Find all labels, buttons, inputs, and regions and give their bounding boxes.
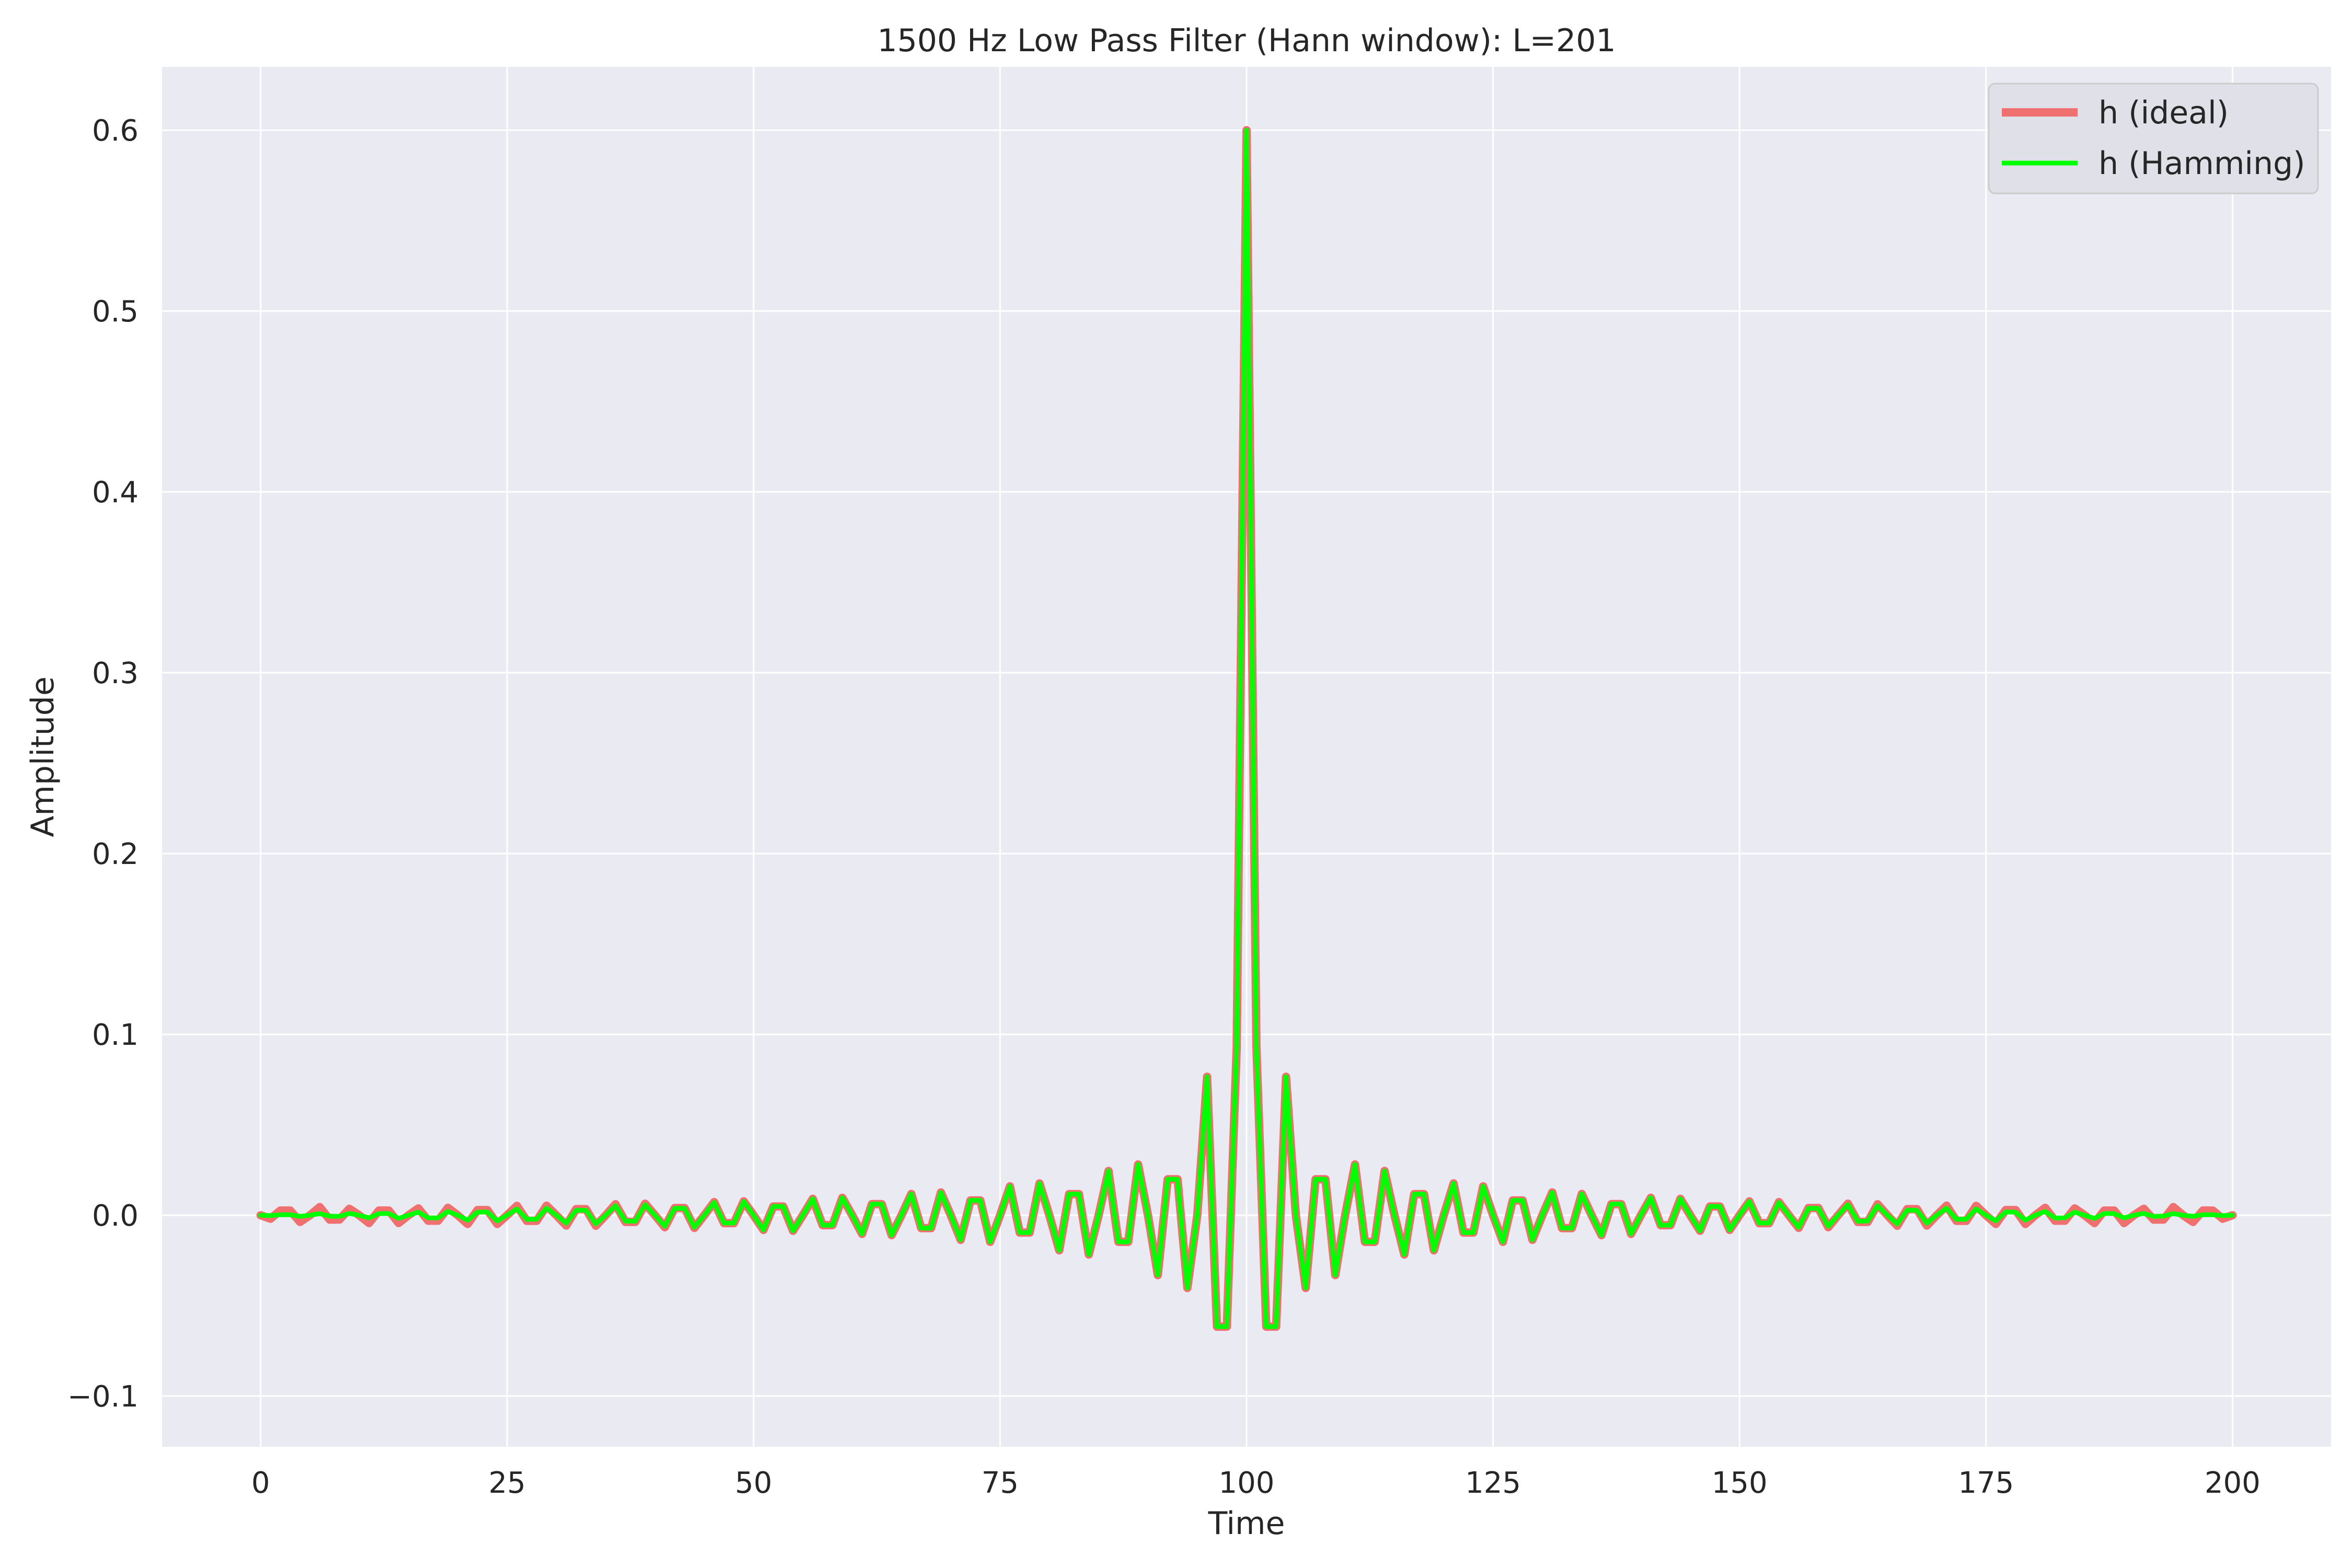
x-tick-label: 125 bbox=[1465, 1466, 1521, 1500]
x-tick-label: 100 bbox=[1219, 1466, 1275, 1500]
y-tick-label: 0.1 bbox=[92, 1018, 139, 1052]
chart-title: 1500 Hz Low Pass Filter (Hann window): L… bbox=[877, 22, 1616, 59]
y-axis-label: Amplitude bbox=[25, 676, 61, 837]
y-tick-label: 0.4 bbox=[92, 476, 139, 510]
y-tick-labels: −0.1 0.0 0.1 0.2 0.3 0.4 0.5 0.6 bbox=[67, 114, 139, 1414]
y-tick-label: 0.0 bbox=[92, 1199, 139, 1233]
x-tick-label: 0 bbox=[251, 1466, 270, 1500]
y-tick-label: −0.1 bbox=[67, 1380, 139, 1414]
x-tick-label: 25 bbox=[489, 1466, 526, 1500]
series-line-hamming bbox=[258, 128, 2235, 1329]
y-tick-label: 0.5 bbox=[92, 295, 139, 329]
x-tick-label: 75 bbox=[982, 1466, 1019, 1500]
x-axis-label: Time bbox=[1208, 1505, 1285, 1542]
legend-label-hamming: h (Hamming) bbox=[2099, 145, 2305, 182]
x-tick-label: 200 bbox=[2205, 1466, 2261, 1500]
x-tick-label: 150 bbox=[1712, 1466, 1768, 1500]
y-tick-label: 0.6 bbox=[92, 114, 139, 148]
x-tick-label: 175 bbox=[1958, 1466, 2014, 1500]
series-lines bbox=[256, 126, 2237, 1331]
legend-label-ideal: h (ideal) bbox=[2099, 95, 2229, 131]
x-tick-label: 50 bbox=[735, 1466, 772, 1500]
legend: h (ideal) h (Hamming) bbox=[1988, 83, 2319, 194]
y-tick-label: 0.2 bbox=[92, 837, 139, 871]
y-tick-label: 0.3 bbox=[92, 656, 139, 690]
x-tick-labels: 0 25 50 75 100 125 150 175 200 bbox=[251, 1466, 2261, 1500]
